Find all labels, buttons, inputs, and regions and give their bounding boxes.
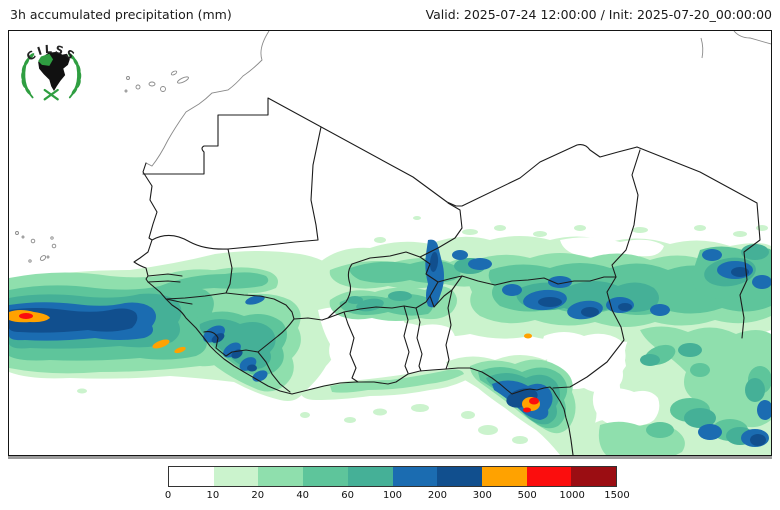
colorbar-tick: 1000	[559, 490, 585, 501]
colorbar-segment	[481, 467, 527, 486]
map-frame: CILSS	[8, 30, 772, 456]
colorbar-tick: 100	[382, 490, 403, 501]
west-africa-coastline	[133, 162, 574, 455]
colorbar-segment	[303, 467, 348, 486]
colorbar-tick-labels: 0 10 20 40 60 100 200 300 500 1000 1500	[164, 490, 630, 504]
colorbar-tick: 40	[296, 490, 310, 501]
west-africa-highlight	[38, 53, 54, 66]
cote-divoire-ghana-border	[343, 311, 359, 383]
colorbar-segment	[392, 467, 438, 486]
togo-benin-border	[415, 307, 423, 372]
burkina-south-border	[327, 295, 431, 319]
guinea-bissau-border	[165, 298, 193, 305]
senegal-borders	[151, 234, 233, 300]
precipitation-map-canvas: CILSS	[9, 31, 771, 455]
laurel-wreath	[21, 53, 82, 95]
sierra-leone-liberia-borders	[203, 331, 291, 393]
colorbar-tick: 60	[341, 490, 354, 501]
colorbar-segment	[526, 467, 572, 486]
colorbar-segment	[347, 467, 393, 486]
header: 3h accumulated precipitation (mm) Valid:…	[0, 4, 780, 26]
colorbar-tick: 300	[472, 490, 492, 501]
page-title: 3h accumulated precipitation (mm)	[10, 7, 232, 22]
validity-timestamp: Valid: 2025-07-24 12:00:00 / Init: 2025-…	[425, 7, 772, 22]
north-coastline	[15, 31, 771, 263]
colorbar-tick: 10	[206, 490, 220, 501]
burkina-mali-border	[327, 251, 421, 319]
dry-gaps	[318, 237, 664, 426]
precip-layer-500-1500mm	[19, 313, 539, 413]
libya-chad-borders	[636, 146, 761, 339]
wsahara-mauritania-algeria-borders	[142, 97, 448, 203]
gambia-border	[147, 273, 183, 283]
colorbar-segment	[571, 467, 617, 486]
country-borders	[133, 97, 761, 455]
colorbar-tick: 0	[164, 490, 172, 501]
ghana-togo-border	[403, 305, 410, 374]
colorbar-tick: 20	[251, 490, 265, 501]
colorbar-segment	[169, 467, 214, 486]
colorbar-tick: 500	[517, 490, 537, 501]
cote-divoire-borders	[257, 317, 329, 353]
colorbar-segment	[258, 467, 304, 486]
algeria-niger-border	[446, 144, 638, 207]
colorbar-tick: 1500	[604, 490, 630, 501]
cilss-logo: CILSS	[21, 43, 82, 101]
mali-niger-border	[419, 202, 463, 258]
colorbar-segment	[213, 467, 259, 486]
guinea-mali-border	[225, 292, 295, 320]
colorbar-segment	[437, 467, 482, 486]
colorbar-scale	[168, 466, 617, 487]
benin-nigeria-border	[445, 289, 453, 370]
niger-chad-border	[611, 149, 641, 278]
nigeria-cameroon-border	[552, 276, 625, 389]
colorbar-tick: 200	[427, 490, 447, 501]
mauritania-mali-border	[227, 126, 322, 250]
